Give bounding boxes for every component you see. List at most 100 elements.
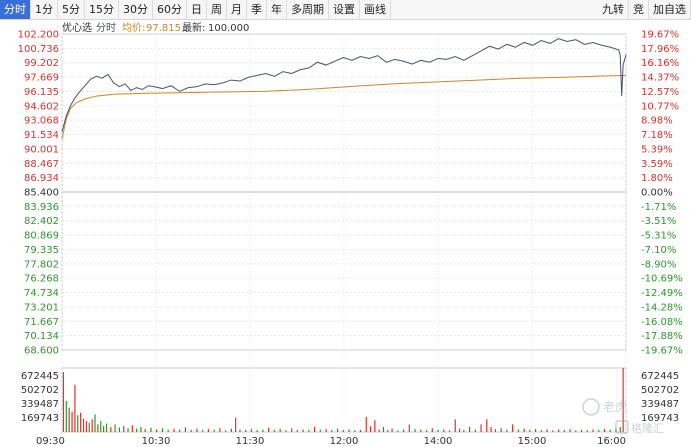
price-tick-label: 85.400 <box>24 188 59 199</box>
price-tick-label: 91.534 <box>24 130 59 141</box>
percent-tick-label: 8.98% <box>641 116 673 127</box>
legend-avg-value: 97.815 <box>146 23 181 34</box>
tab-intraday[interactable]: 分时 <box>0 0 31 19</box>
legend-avg-label: 均价: <box>122 22 145 34</box>
settings-button[interactable]: 设置 <box>329 0 360 19</box>
toolbar-spacer <box>391 0 598 19</box>
price-series <box>61 38 627 132</box>
tab-month[interactable]: 月 <box>227 0 247 19</box>
tab-day[interactable]: 日 <box>187 0 207 19</box>
avg-price-line <box>61 74 627 140</box>
watermark-tiger-icon <box>582 398 600 416</box>
price-tick-label: 93.068 <box>24 116 59 127</box>
tab-year[interactable]: 年 <box>267 0 287 19</box>
percent-tick-label: -17.88% <box>641 331 683 342</box>
jiuzhuan-button[interactable]: 九转 <box>598 0 629 19</box>
watermark-logo: 老虎 格隆汇 <box>582 398 664 435</box>
volume-tick-label-right: 169743 <box>641 413 679 424</box>
percent-tick-label: -1.71% <box>641 202 676 213</box>
volume-bars <box>62 368 624 432</box>
price-tick-label: 97.669 <box>24 73 59 84</box>
period-toolbar: 分时 1分 5分 15分 30分 60分 日 周 月 季 年 多周期 设置 画线… <box>0 0 691 20</box>
add-watchlist-button[interactable]: 加自选 <box>649 0 691 19</box>
time-tick-label: 12:00 <box>330 436 359 447</box>
tab-week[interactable]: 周 <box>207 0 227 19</box>
percent-tick-label: -7.10% <box>641 245 676 256</box>
price-tick-label: 82.402 <box>24 216 59 227</box>
legend-latest-label: 最新: <box>182 21 205 34</box>
legend-watch: 优心选 <box>62 21 92 34</box>
percent-tick-label: 7.18% <box>641 130 673 141</box>
tab-5min[interactable]: 5分 <box>58 0 85 19</box>
volume-tick-label: 502702 <box>21 385 59 396</box>
tab-quarter[interactable]: 季 <box>247 0 267 19</box>
time-tick-label: 09:30 <box>36 436 65 447</box>
percent-tick-label: 5.39% <box>641 144 673 155</box>
volume-tick-label: 672445 <box>21 371 59 382</box>
percent-tick-label: -8.90% <box>641 259 676 270</box>
percent-tick-label: -5.31% <box>641 231 676 242</box>
price-tick-label: 88.467 <box>24 159 59 170</box>
tab-multi-period[interactable]: 多周期 <box>287 0 329 19</box>
price-tick-label: 102.200 <box>18 30 59 41</box>
percent-tick-label: -16.08% <box>641 317 683 328</box>
price-tick-label: 71.667 <box>24 317 59 328</box>
time-tick-label: 16:00 <box>597 436 626 447</box>
tab-30min[interactable]: 30分 <box>119 0 153 19</box>
price-tick-label: 79.335 <box>24 245 59 256</box>
watermark-brand: 格隆汇 <box>631 421 664 435</box>
percent-tick-label: -3.51% <box>641 216 676 227</box>
legend-time-label: 分时 <box>96 22 116 34</box>
price-tick-label: 74.734 <box>24 288 59 299</box>
time-tick-label: 10:30 <box>142 436 171 447</box>
draw-line-button[interactable]: 画线 <box>360 0 391 19</box>
price-line <box>61 38 627 132</box>
volume-axis-left: 672445 672445 502702 502702 339487 339487 1697… <box>21 371 679 424</box>
price-axis-left: 102.200 100.736 99.202 97.669 96.135 94.602 93… <box>18 30 59 357</box>
avg-price-series <box>61 74 627 140</box>
tab-1min[interactable]: 1分 <box>31 0 58 19</box>
time-tick-label: 14:00 <box>424 436 453 447</box>
time-tick-label: 15:00 <box>518 436 547 447</box>
tab-60min[interactable]: 60分 <box>153 0 187 19</box>
time-tick-label: 11:30 <box>236 436 265 447</box>
auction-button[interactable]: 竞 <box>629 0 649 19</box>
price-tick-label: 70.134 <box>24 331 59 342</box>
chart-grid <box>61 33 627 433</box>
percent-tick-label: -19.67% <box>641 346 683 357</box>
intraday-chart-area[interactable]: 优心选 分时 均价: 97.815 最新: 100.000 102.200 100… <box>0 20 691 447</box>
percent-tick-label: 19.67% <box>641 30 679 41</box>
volume-tick-label: 339487 <box>21 399 59 410</box>
watermark-brand-icon <box>615 420 629 434</box>
volume-tick-label-right: 339487 <box>641 399 679 410</box>
percent-tick-label: 17.96% <box>641 44 679 55</box>
price-tick-label: 94.602 <box>24 101 59 112</box>
volume-tick-label-right: 502702 <box>641 385 679 396</box>
price-tick-label: 90.001 <box>24 144 59 155</box>
percent-axis-right: 19.67% 17.96% 16.16% 14.37% 12.57% 10.77% 8.98… <box>641 30 683 357</box>
percent-tick-label: -12.49% <box>641 288 683 299</box>
price-tick-label: 77.802 <box>24 259 59 270</box>
price-tick-label: 96.135 <box>24 87 59 98</box>
percent-tick-label: -14.28% <box>641 302 683 313</box>
price-tick-label: 68.600 <box>24 346 59 357</box>
chart-legend: 优心选 分时 均价: 97.815 最新: 100.000 <box>62 21 249 34</box>
volume-tick-label: 169743 <box>21 413 59 424</box>
percent-tick-label: 16.16% <box>641 58 679 69</box>
percent-tick-label: 10.77% <box>641 101 679 112</box>
percent-tick-label: 14.37% <box>641 73 679 84</box>
price-tick-label: 76.268 <box>24 274 59 285</box>
intraday-chart[interactable]: 优心选 分时 均价: 97.815 最新: 100.000 102.200 100… <box>0 20 691 447</box>
percent-tick-label: 1.80% <box>641 173 673 184</box>
watermark-name: 老虎 <box>603 400 627 414</box>
price-tick-label: 86.934 <box>24 173 59 184</box>
price-tick-label: 80.869 <box>24 231 59 242</box>
price-tick-label: 100.736 <box>18 44 59 55</box>
percent-tick-label: 3.59% <box>641 159 673 170</box>
percent-tick-label: -10.69% <box>641 274 683 285</box>
time-axis: 09:30 10:30 11:30 12:00 14:00 15:00 16:00 <box>36 436 626 447</box>
legend-latest-value: 100.000 <box>208 23 249 34</box>
tab-15min[interactable]: 15分 <box>85 0 119 19</box>
percent-tick-label: 0.00% <box>641 188 673 199</box>
percent-tick-label: 12.57% <box>641 87 679 98</box>
